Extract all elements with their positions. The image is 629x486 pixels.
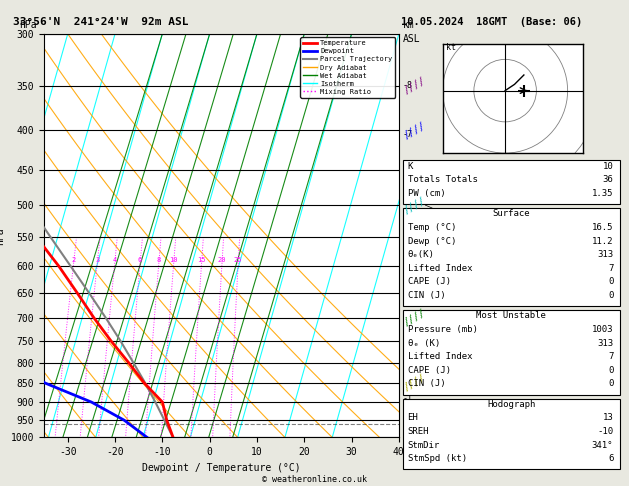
- Text: 20: 20: [218, 258, 226, 263]
- Text: CIN (J): CIN (J): [408, 380, 445, 388]
- X-axis label: Dewpoint / Temperature (°C): Dewpoint / Temperature (°C): [142, 463, 301, 473]
- Text: 25: 25: [234, 258, 242, 263]
- Text: 2: 2: [72, 258, 75, 263]
- Text: 6: 6: [608, 454, 613, 463]
- Text: ASL: ASL: [403, 34, 420, 44]
- Text: Surface: Surface: [493, 209, 530, 218]
- Text: kt: kt: [446, 43, 456, 52]
- Text: ////: ////: [402, 120, 427, 140]
- Text: StmSpd (kt): StmSpd (kt): [408, 454, 467, 463]
- Text: 13: 13: [603, 414, 613, 422]
- Text: Mixing Ratio (g/kg): Mixing Ratio (g/kg): [426, 188, 435, 283]
- Text: © weatheronline.co.uk: © weatheronline.co.uk: [262, 474, 367, 484]
- Y-axis label: hPa: hPa: [0, 227, 5, 244]
- Text: -6: -6: [403, 176, 413, 185]
- Text: EH: EH: [408, 414, 418, 422]
- Text: CAPE (J): CAPE (J): [408, 278, 450, 286]
- Text: 6: 6: [138, 258, 142, 263]
- Text: 11.2: 11.2: [592, 237, 613, 245]
- Text: 8: 8: [157, 258, 161, 263]
- Text: 7: 7: [608, 352, 613, 361]
- Text: 3: 3: [95, 258, 99, 263]
- Text: -2: -2: [403, 356, 413, 365]
- Text: -1: -1: [403, 394, 413, 403]
- Text: Hodograph: Hodograph: [487, 400, 535, 409]
- Text: ////: ////: [402, 75, 427, 96]
- Text: -8: -8: [403, 81, 413, 90]
- Text: θₑ(K): θₑ(K): [408, 250, 435, 259]
- Text: Lifted Index: Lifted Index: [408, 264, 472, 273]
- Text: hPa: hPa: [19, 20, 37, 30]
- Text: K: K: [408, 162, 413, 171]
- Text: CIN (J): CIN (J): [408, 291, 445, 300]
- Text: ////: ////: [402, 308, 427, 328]
- Text: -5: -5: [403, 226, 413, 235]
- Text: -7: -7: [403, 130, 413, 139]
- Text: 7: 7: [608, 264, 613, 273]
- Text: 4: 4: [113, 258, 117, 263]
- Text: CAPE (J): CAPE (J): [408, 366, 450, 375]
- Text: SREH: SREH: [408, 427, 429, 436]
- Text: LCL: LCL: [403, 419, 418, 428]
- Text: 10.05.2024  18GMT  (Base: 06): 10.05.2024 18GMT (Base: 06): [401, 17, 582, 27]
- Text: -10: -10: [597, 427, 613, 436]
- Text: 0: 0: [608, 366, 613, 375]
- Text: 341°: 341°: [592, 441, 613, 450]
- Text: 10: 10: [603, 162, 613, 171]
- Text: PW (cm): PW (cm): [408, 189, 445, 198]
- Text: ////: ////: [402, 373, 427, 393]
- Text: Lifted Index: Lifted Index: [408, 352, 472, 361]
- Text: Dewp (°C): Dewp (°C): [408, 237, 456, 245]
- Text: θₑ (K): θₑ (K): [408, 339, 440, 347]
- Text: Most Unstable: Most Unstable: [476, 312, 546, 320]
- Text: ////: ////: [402, 195, 427, 215]
- Text: 10: 10: [169, 258, 178, 263]
- Text: 0: 0: [608, 291, 613, 300]
- Text: 33°56'N  241°24'W  92m ASL: 33°56'N 241°24'W 92m ASL: [13, 17, 188, 27]
- Text: 15: 15: [198, 258, 206, 263]
- Text: 1.35: 1.35: [592, 189, 613, 198]
- Text: 313: 313: [597, 339, 613, 347]
- Text: Totals Totals: Totals Totals: [408, 175, 477, 184]
- Text: -4: -4: [403, 273, 413, 282]
- Text: 0: 0: [608, 278, 613, 286]
- Text: 0: 0: [608, 380, 613, 388]
- Text: 16.5: 16.5: [592, 223, 613, 232]
- Text: 1003: 1003: [592, 325, 613, 334]
- Legend: Temperature, Dewpoint, Parcel Trajectory, Dry Adiabat, Wet Adiabat, Isotherm, Mi: Temperature, Dewpoint, Parcel Trajectory…: [300, 37, 396, 98]
- Text: -3: -3: [403, 313, 413, 322]
- Text: km: km: [403, 20, 414, 30]
- Text: Temp (°C): Temp (°C): [408, 223, 456, 232]
- Text: Pressure (mb): Pressure (mb): [408, 325, 477, 334]
- Text: 313: 313: [597, 250, 613, 259]
- Text: 36: 36: [603, 175, 613, 184]
- Text: StmDir: StmDir: [408, 441, 440, 450]
